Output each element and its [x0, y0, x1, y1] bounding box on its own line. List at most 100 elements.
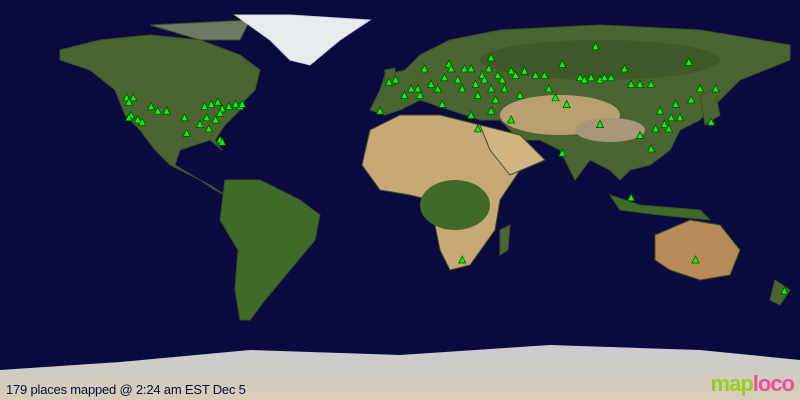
place-marker[interactable] — [458, 83, 467, 93]
place-marker[interactable] — [440, 72, 449, 82]
place-marker[interactable] — [460, 63, 469, 73]
place-marker[interactable] — [215, 108, 225, 117]
place-marker[interactable] — [626, 79, 636, 88]
place-marker[interactable] — [182, 128, 191, 137]
place-marker[interactable] — [684, 57, 694, 66]
place-marker[interactable] — [595, 119, 605, 128]
place-marker[interactable] — [660, 119, 669, 128]
japan — [699, 89, 721, 126]
place-marker[interactable] — [711, 83, 720, 93]
place-marker[interactable] — [213, 97, 222, 106]
himalaya-region — [575, 118, 645, 142]
place-marker[interactable] — [515, 90, 525, 99]
place-marker[interactable] — [580, 75, 589, 84]
place-marker[interactable] — [500, 83, 509, 93]
place-marker[interactable] — [591, 41, 600, 51]
place-marker[interactable] — [671, 99, 680, 108]
place-marker[interactable] — [133, 115, 142, 124]
place-marker[interactable] — [162, 106, 171, 115]
place-marker[interactable] — [466, 63, 476, 73]
place-marker[interactable] — [675, 112, 685, 122]
place-marker[interactable] — [400, 90, 409, 99]
place-marker[interactable] — [626, 192, 636, 202]
place-marker[interactable] — [420, 63, 429, 73]
place-marker[interactable] — [146, 101, 156, 111]
place-marker[interactable] — [531, 70, 540, 79]
place-marker[interactable] — [138, 117, 147, 126]
place-marker[interactable] — [635, 79, 645, 88]
place-marker[interactable] — [480, 75, 489, 84]
place-marker[interactable] — [486, 83, 496, 93]
place-marker[interactable] — [204, 123, 214, 133]
place-marker[interactable] — [498, 75, 507, 84]
place-marker[interactable] — [129, 92, 138, 102]
place-marker[interactable] — [511, 70, 520, 79]
place-marker[interactable] — [520, 66, 529, 75]
place-marker[interactable] — [224, 101, 234, 111]
place-marker[interactable] — [484, 63, 494, 73]
place-marker[interactable] — [551, 92, 560, 102]
place-marker[interactable] — [506, 115, 516, 124]
place-marker[interactable] — [466, 110, 476, 119]
place-marker[interactable] — [458, 255, 467, 264]
place-marker[interactable] — [506, 66, 516, 75]
place-marker[interactable] — [646, 143, 656, 153]
place-marker[interactable] — [202, 112, 211, 122]
place-marker[interactable] — [493, 70, 502, 79]
place-marker[interactable] — [238, 99, 247, 108]
place-marker[interactable] — [486, 106, 496, 115]
place-marker[interactable] — [406, 83, 416, 93]
place-marker[interactable] — [780, 286, 789, 295]
place-marker[interactable] — [211, 115, 220, 124]
place-marker[interactable] — [635, 130, 645, 139]
place-marker[interactable] — [384, 77, 394, 86]
place-marker[interactable] — [491, 95, 500, 104]
place-marker[interactable] — [651, 123, 660, 133]
place-marker[interactable] — [471, 79, 480, 88]
place-marker[interactable] — [655, 106, 665, 115]
place-marker[interactable] — [646, 79, 656, 88]
place-marker[interactable] — [231, 99, 240, 108]
place-marker[interactable] — [558, 148, 567, 157]
place-marker[interactable] — [664, 123, 674, 133]
place-marker[interactable] — [206, 99, 216, 108]
place-marker[interactable] — [473, 90, 482, 99]
place-marker[interactable] — [415, 90, 425, 99]
place-marker[interactable] — [153, 106, 162, 115]
place-marker[interactable] — [666, 112, 676, 122]
place-marker[interactable] — [562, 99, 571, 108]
place-marker[interactable] — [473, 123, 482, 133]
place-marker[interactable] — [575, 72, 585, 82]
place-marker[interactable] — [486, 52, 496, 62]
place-marker[interactable] — [446, 63, 456, 73]
place-marker[interactable] — [124, 97, 134, 106]
place-marker[interactable] — [691, 255, 700, 264]
place-marker[interactable] — [180, 112, 189, 122]
logo-part-map: map — [710, 371, 754, 396]
maploco-logo[interactable]: maploco — [710, 371, 795, 397]
greenland — [233, 14, 372, 66]
place-marker[interactable] — [200, 101, 209, 111]
place-marker[interactable] — [438, 99, 447, 108]
place-marker[interactable] — [375, 106, 385, 115]
place-marker[interactable] — [686, 95, 696, 104]
place-marker[interactable] — [586, 72, 596, 82]
place-marker[interactable] — [600, 72, 609, 82]
siberia-forest — [480, 40, 720, 80]
place-marker[interactable] — [620, 63, 629, 73]
place-marker[interactable] — [426, 79, 436, 88]
place-marker[interactable] — [391, 75, 400, 84]
place-marker[interactable] — [433, 83, 442, 93]
place-marker[interactable] — [124, 112, 134, 122]
place-marker[interactable] — [195, 119, 205, 128]
place-marker[interactable] — [544, 83, 554, 93]
place-marker[interactable] — [706, 117, 716, 126]
place-marker[interactable] — [606, 72, 616, 82]
place-marker[interactable] — [558, 59, 567, 68]
place-marker[interactable] — [540, 70, 549, 79]
place-marker[interactable] — [695, 83, 705, 93]
australia — [654, 219, 741, 281]
place-marker[interactable] — [413, 83, 422, 93]
place-marker[interactable] — [453, 75, 462, 84]
place-marker[interactable] — [218, 137, 227, 146]
